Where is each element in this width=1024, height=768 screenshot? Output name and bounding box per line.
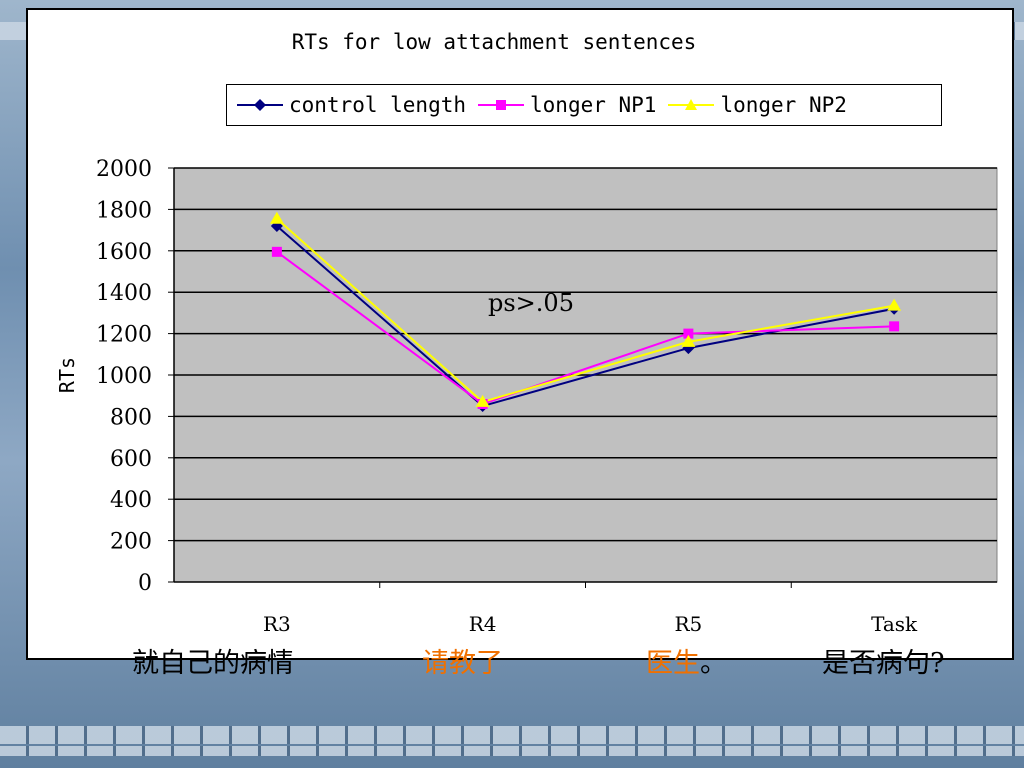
data-point — [475, 394, 490, 407]
sentence-segment-1: 就自己的病情 — [132, 648, 294, 679]
x-tick-label: R4 — [469, 612, 497, 636]
y-tick-label: 200 — [110, 530, 152, 555]
y-tick-label: 0 — [138, 571, 152, 596]
series-line-0 — [276, 225, 895, 408]
y-tick-label: 1000 — [96, 364, 152, 389]
chart-title: RTs for low attachment sentences — [291, 30, 697, 54]
legend-label: control length — [289, 93, 467, 117]
y-tick-label: 1800 — [96, 198, 152, 223]
series-line-2 — [276, 217, 895, 404]
y-tick-label: 1600 — [96, 240, 152, 265]
data-point — [887, 298, 902, 311]
sentence-segment-3: 医生。 — [646, 648, 727, 679]
y-tick-label: 2000 — [96, 157, 152, 182]
background-band-bottom — [0, 726, 1024, 744]
chart-legend: control length longer NP1 longer NP2 — [226, 84, 942, 126]
y-tick-label: 1200 — [96, 323, 152, 348]
legend-item-longer-np1: longer NP1 — [476, 93, 656, 117]
y-tick-label: 400 — [110, 488, 152, 513]
x-tick-label: R5 — [674, 612, 702, 636]
data-point — [681, 334, 696, 347]
legend-label: longer NP1 — [530, 93, 657, 117]
data-point — [269, 211, 284, 224]
data-point — [271, 246, 282, 257]
y-axis-label: RTs — [55, 357, 79, 393]
data-point — [889, 321, 900, 332]
series-line-1 — [276, 251, 895, 406]
legend-item-control-length: control length — [235, 93, 466, 117]
x-tick-label: R3 — [263, 612, 291, 636]
legend-swatch-square-icon — [478, 100, 525, 110]
data-point — [683, 328, 694, 339]
legend-swatch-diamond-icon — [237, 99, 283, 111]
y-tick-label: 600 — [110, 447, 152, 472]
y-tick-label: 800 — [110, 405, 152, 430]
sentence-segment-2: 请教了 — [422, 648, 503, 679]
annotation-text: ps>.05 — [488, 289, 574, 317]
legend-item-longer-np2: longer NP2 — [666, 93, 847, 117]
y-tick-label: 1400 — [96, 281, 152, 306]
legend-swatch-triangle-icon — [668, 99, 715, 110]
sentence-labels: 就自己的病情 请教了 医生。 是否病句? — [0, 641, 1024, 681]
sentence-segment-4: 是否病句? — [822, 648, 945, 679]
x-tick-label: Task — [871, 612, 918, 636]
legend-label: longer NP2 — [720, 93, 847, 117]
background-band-bottom-2 — [0, 746, 1024, 756]
